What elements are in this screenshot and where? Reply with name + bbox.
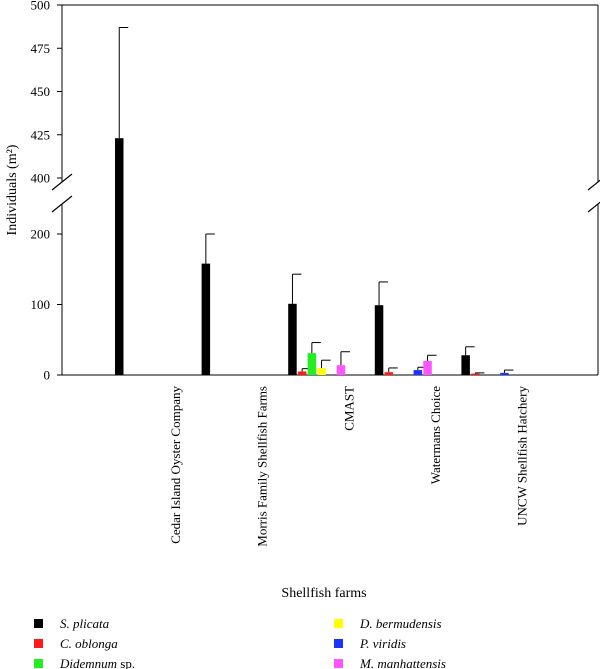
bar (500, 372, 509, 375)
axis-break-mark-left-top (51, 173, 73, 191)
bar (423, 360, 432, 375)
y-tick-label: 0 (44, 368, 51, 383)
legend: S. plicata C. oblonga Didemnum sp. D. bermu… (34, 616, 446, 669)
legend-label: Didemnum sp. (59, 656, 135, 669)
x-category-label: CMAST (341, 386, 356, 431)
y-tick-label: 200 (31, 227, 51, 242)
legend-swatch (334, 659, 343, 668)
axis-break-mark-right-top (587, 179, 600, 191)
legend-label: S. plicata (60, 616, 110, 631)
y-tick-label: 425 (31, 127, 51, 142)
bar (201, 263, 211, 375)
x-axis-title: Shellfish farms (281, 586, 366, 601)
y-tick-label: 400 (31, 171, 51, 186)
x-category-label: UNCW Shellfish Hatchery (515, 386, 530, 526)
legend-swatch (34, 619, 43, 628)
legend-label: C. oblonga (60, 636, 118, 651)
bar (307, 353, 317, 375)
x-category-label: Cedar Island Oyster Company (168, 386, 183, 544)
bar (471, 373, 480, 375)
bar (297, 371, 307, 375)
bar (115, 138, 124, 375)
plot-frame (51, 4, 600, 376)
y-tick-label: 450 (31, 84, 51, 99)
bar (336, 365, 346, 375)
legend-label: D. bermudensis (359, 616, 442, 631)
bars (115, 26, 514, 375)
x-category-label: Morris Family Shellfish Farms (255, 386, 270, 547)
bar (384, 372, 393, 375)
legend-swatch (334, 639, 343, 648)
y-axis-title: Individuals (m²) (5, 144, 20, 235)
y-tick-label: 500 (31, 0, 51, 13)
axis-break-mark-left-bottom (51, 195, 73, 213)
x-category-label: Watermans Choice (428, 386, 443, 484)
legend-swatch (34, 639, 43, 648)
bar (461, 355, 470, 375)
legend-swatch (334, 619, 343, 628)
y-tick-label: 475 (31, 41, 51, 56)
legend-label: M. manhattensis (359, 656, 446, 669)
y-ticks: 400 425 450 475 500 0 100 200 (31, 0, 62, 383)
bar (317, 367, 326, 375)
legend-swatch (34, 659, 43, 668)
category-labels: Cedar Island Oyster Company Morris Family… (168, 386, 529, 547)
axis-break-mark-right-bottom (587, 201, 600, 213)
bar (288, 303, 297, 375)
bar (413, 370, 423, 375)
legend-label: P. viridis (359, 636, 406, 651)
bar (374, 305, 384, 375)
y-tick-label: 100 (31, 297, 51, 312)
